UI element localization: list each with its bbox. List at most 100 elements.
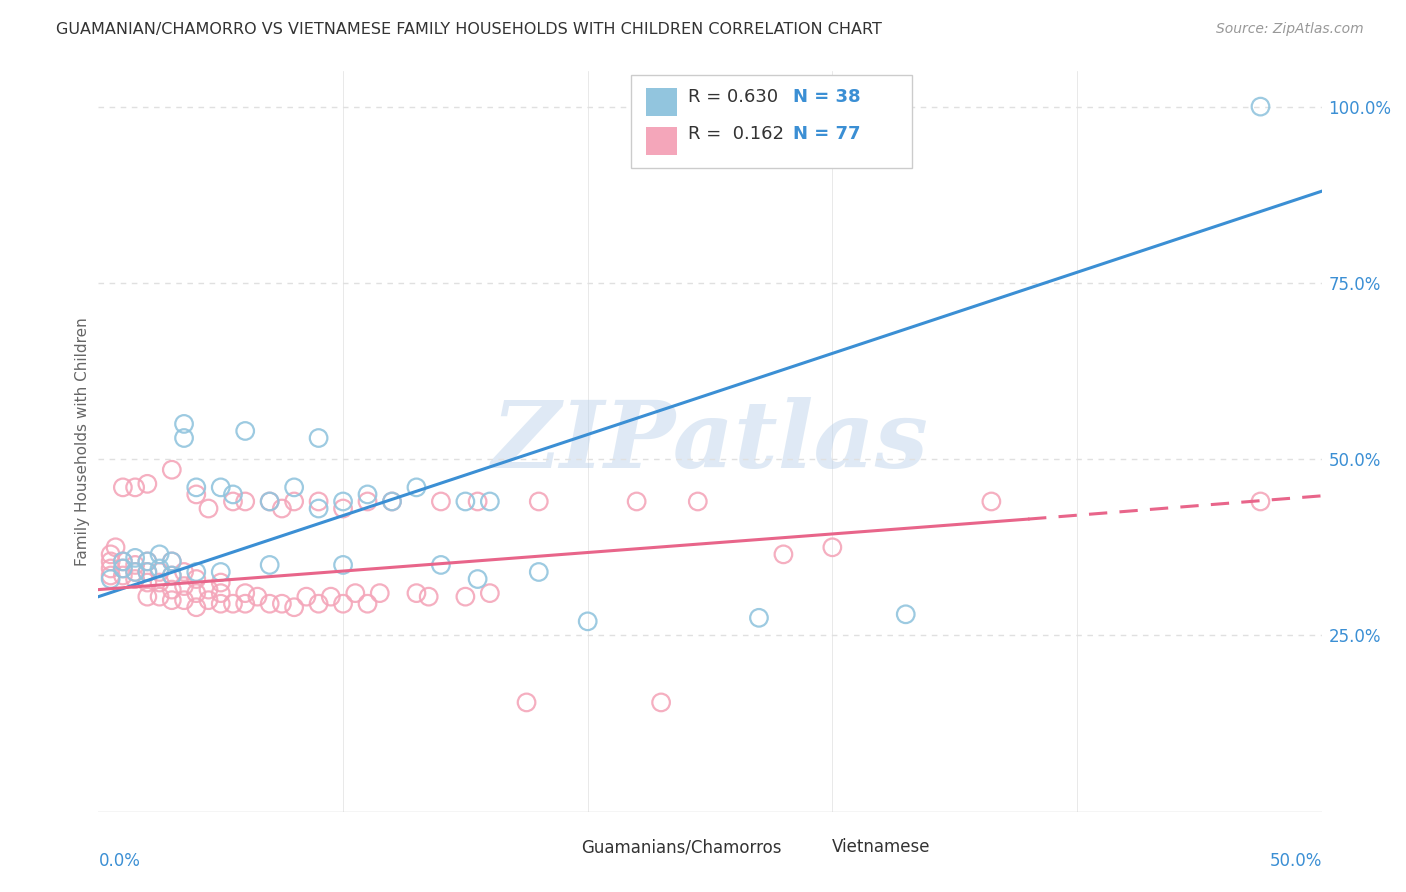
Point (222, 487, 245, 501)
Point (356, 597, 378, 611)
FancyBboxPatch shape (647, 87, 678, 116)
Point (478, 494, 501, 508)
Text: 0.0%: 0.0% (98, 853, 141, 871)
Point (454, 590, 477, 604)
Point (136, 554, 159, 568)
Point (430, 494, 453, 508)
Point (478, 586, 501, 600)
Point (576, 615, 599, 629)
Point (626, 494, 648, 508)
Point (111, 554, 134, 568)
Point (136, 554, 159, 568)
Point (344, 586, 367, 600)
Text: 50.0%: 50.0% (1270, 853, 1322, 871)
Point (111, 480, 134, 494)
FancyBboxPatch shape (790, 841, 824, 860)
Point (259, 597, 281, 611)
Point (1249, 494, 1271, 508)
Point (160, 463, 183, 477)
Point (980, 494, 1002, 508)
Point (748, 611, 770, 625)
Point (308, 494, 330, 508)
Text: N = 38: N = 38 (793, 87, 860, 105)
Text: GUAMANIAN/CHAMORRO VS VIETNAMESE FAMILY HOUSEHOLDS WITH CHILDREN CORRELATION CHA: GUAMANIAN/CHAMORRO VS VIETNAMESE FAMILY … (56, 22, 882, 37)
Point (246, 590, 269, 604)
Text: ZIPatlas: ZIPatlas (492, 397, 928, 486)
Text: Vietnamese: Vietnamese (832, 838, 931, 856)
Point (124, 480, 146, 494)
Text: Guamanians/Chamorros: Guamanians/Chamorros (582, 838, 782, 856)
Point (100, 554, 122, 568)
Point (467, 494, 489, 508)
Point (222, 597, 245, 611)
Point (527, 565, 550, 579)
Point (1249, 100, 1271, 114)
Point (259, 494, 281, 508)
Point (368, 586, 391, 600)
Point (186, 480, 208, 494)
Point (332, 597, 354, 611)
Point (686, 494, 709, 508)
Point (527, 494, 550, 508)
Point (295, 590, 318, 604)
Point (160, 593, 183, 607)
Point (233, 494, 256, 508)
Text: Source: ZipAtlas.com: Source: ZipAtlas.com (1216, 22, 1364, 37)
Point (160, 554, 183, 568)
Point (332, 494, 354, 508)
Point (136, 590, 159, 604)
Point (186, 565, 208, 579)
Point (186, 600, 208, 615)
Point (149, 575, 172, 590)
Point (149, 590, 172, 604)
Point (136, 575, 159, 590)
Point (308, 431, 330, 445)
Point (160, 554, 183, 568)
Point (186, 487, 208, 501)
Point (173, 593, 195, 607)
Point (381, 494, 404, 508)
Point (209, 597, 232, 611)
Point (136, 565, 159, 579)
Point (283, 480, 305, 494)
Point (111, 561, 134, 575)
Point (124, 565, 146, 579)
Point (894, 607, 917, 622)
Point (136, 565, 159, 579)
Point (197, 593, 219, 607)
Point (283, 600, 305, 615)
Point (149, 547, 172, 561)
Point (405, 480, 427, 494)
FancyBboxPatch shape (538, 841, 574, 860)
Point (173, 565, 195, 579)
Point (259, 494, 281, 508)
Point (467, 572, 489, 586)
Point (173, 417, 195, 431)
Point (356, 487, 378, 501)
Point (454, 494, 477, 508)
Point (650, 695, 672, 709)
Point (124, 558, 146, 572)
Point (209, 586, 232, 600)
Point (515, 695, 537, 709)
Point (332, 558, 354, 572)
Point (772, 547, 794, 561)
Point (124, 565, 146, 579)
Point (173, 579, 195, 593)
Point (111, 554, 134, 568)
Point (270, 597, 294, 611)
FancyBboxPatch shape (647, 127, 678, 155)
Point (100, 568, 122, 582)
Point (209, 565, 232, 579)
Point (233, 586, 256, 600)
Text: R =  0.162: R = 0.162 (688, 126, 785, 144)
Point (100, 561, 122, 575)
Point (136, 476, 159, 491)
Point (430, 558, 453, 572)
FancyBboxPatch shape (630, 75, 912, 168)
Point (319, 590, 342, 604)
Point (100, 547, 122, 561)
Point (233, 597, 256, 611)
Point (821, 541, 844, 555)
Text: R = 0.630: R = 0.630 (688, 87, 778, 105)
